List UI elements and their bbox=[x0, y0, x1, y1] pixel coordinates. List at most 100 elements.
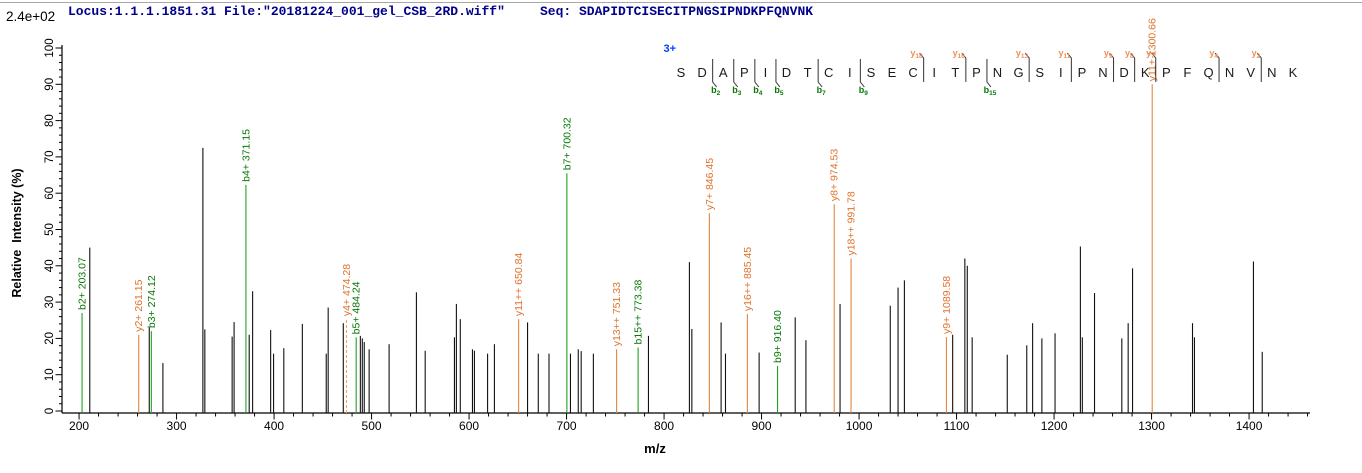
x-tick-label: 700 bbox=[557, 419, 577, 433]
y-cleavage-mark bbox=[1109, 52, 1115, 82]
y-tick-label: 90 bbox=[44, 78, 56, 91]
y-tick-label: 30 bbox=[44, 296, 56, 309]
x-tick-label: 300 bbox=[167, 419, 187, 433]
x-tick-label: 200 bbox=[69, 419, 89, 433]
peak-label: y7+ 846.45 bbox=[704, 158, 716, 210]
b-cleavage-mark bbox=[712, 59, 718, 88]
peak-label: b4+ 371.15 bbox=[240, 129, 252, 182]
y-cleavage-mark bbox=[1151, 52, 1157, 82]
sequence-letter: C bbox=[824, 65, 833, 80]
peak-label: y11++ 650.84 bbox=[513, 253, 525, 317]
y-ion-tag: y9 bbox=[1104, 48, 1113, 60]
x-tick-label: 900 bbox=[752, 419, 772, 433]
sequence-letter: N bbox=[1267, 65, 1276, 80]
x-tick-label: 600 bbox=[459, 419, 479, 433]
y-ion-tag: y11 bbox=[1058, 48, 1070, 60]
sequence-letter: N bbox=[1098, 65, 1107, 80]
peak-label: b2+ 203.07 bbox=[77, 257, 89, 310]
sequence-letter: Q bbox=[1203, 65, 1213, 80]
intensity-scale-label: 2.4e+02 bbox=[6, 9, 56, 24]
sequence-letter: I bbox=[848, 65, 852, 80]
b-ion-tag: b3 bbox=[732, 85, 742, 97]
y-tick-label: 60 bbox=[44, 187, 56, 200]
peak-label: y9+ 1089.58 bbox=[941, 276, 953, 334]
sequence-letter: D bbox=[697, 65, 706, 80]
x-tick-label: 800 bbox=[654, 419, 674, 433]
sequence-letter: C bbox=[908, 65, 917, 80]
sequence-letter: P bbox=[1162, 65, 1171, 80]
sequence-letter: T bbox=[951, 65, 959, 80]
y-cleavage-mark bbox=[1066, 52, 1072, 82]
b-cleavage-mark bbox=[859, 59, 865, 88]
y-tick-label: 100 bbox=[44, 38, 56, 57]
peak-label: y13++ 751.33 bbox=[611, 282, 623, 346]
y-cleavage-mark bbox=[961, 52, 967, 82]
y-ion-tag: y16 bbox=[953, 48, 966, 60]
sequence-letter: D bbox=[1119, 65, 1128, 80]
sequence-letter: I bbox=[1059, 65, 1063, 80]
sequence-letter: A bbox=[719, 65, 728, 80]
x-tick-label: 500 bbox=[362, 419, 382, 433]
b-ion-tag: b4 bbox=[753, 85, 763, 97]
y-ion-tag: y18 bbox=[910, 48, 923, 60]
sequence-letter: F bbox=[1183, 65, 1191, 80]
y-tick-label: 10 bbox=[44, 368, 56, 381]
sequence-letter: G bbox=[1014, 65, 1024, 80]
sequence-letter: P bbox=[1078, 65, 1087, 80]
b-cleavage-mark bbox=[775, 59, 781, 88]
peak-label: y16++ 885.45 bbox=[742, 247, 754, 311]
y-tick-label: 20 bbox=[44, 332, 56, 345]
sequence-header: Seq: SDAPIDTCISECITPNGSIPNDKPFQNVNK bbox=[540, 4, 814, 19]
b-cleavage-mark bbox=[754, 59, 760, 88]
y-tick-label: 40 bbox=[44, 259, 56, 272]
peak-label: b5+ 484.24 bbox=[351, 281, 363, 334]
peak-label: y4+ 474.28 bbox=[341, 264, 353, 316]
y-ion-tag: y7 bbox=[1146, 48, 1155, 60]
sequence-letter: V bbox=[1246, 65, 1255, 80]
y-ion-tag: y4 bbox=[1209, 48, 1218, 60]
peak-label: y2+ 261.15 bbox=[133, 279, 145, 331]
x-tick-label: 1200 bbox=[1041, 419, 1068, 433]
peak-label: y8+ 974.53 bbox=[829, 149, 841, 201]
x-tick-label: 400 bbox=[264, 419, 284, 433]
peak-label: b7+ 700.32 bbox=[561, 117, 573, 170]
x-tick-label: 1100 bbox=[944, 419, 970, 433]
b-ion-tag: b5 bbox=[774, 85, 784, 97]
y-cleavage-mark bbox=[1130, 52, 1136, 82]
y-tick-label: 50 bbox=[44, 223, 56, 236]
sequence-letter: E bbox=[888, 65, 897, 80]
sequence-letter: T bbox=[804, 65, 812, 80]
sequence-letter: P bbox=[972, 65, 981, 80]
b-ion-tag: b7 bbox=[817, 85, 827, 97]
x-tick-label: 1400 bbox=[1236, 419, 1263, 433]
b-ion-tag: b2 bbox=[711, 85, 721, 97]
y-cleavage-mark bbox=[1024, 52, 1030, 82]
b-cleavage-mark bbox=[733, 59, 739, 88]
x-tick-label: 1300 bbox=[1138, 419, 1165, 433]
x-tick-label: 1000 bbox=[846, 419, 873, 433]
b-ion-tag: b9 bbox=[859, 85, 869, 97]
window-top-border bbox=[0, 2, 1362, 3]
sequence-letter: K bbox=[1141, 65, 1150, 80]
sequence-letter: N bbox=[993, 65, 1002, 80]
sequence-letter: S bbox=[677, 65, 686, 80]
y-ion-tag: y2 bbox=[1252, 48, 1261, 60]
y-tick-label: 80 bbox=[44, 114, 56, 127]
y-ion-tag: y8 bbox=[1125, 48, 1134, 60]
locus-file-header: Locus:1.1.1.1851.31 File:"20181224_001_g… bbox=[68, 4, 505, 19]
peak-label: b15++ 773.38 bbox=[633, 279, 645, 344]
sequence-letter: K bbox=[1289, 65, 1298, 80]
sequence-letter: S bbox=[1035, 65, 1044, 80]
sequence-letter: S bbox=[867, 65, 876, 80]
sequence-letter: I bbox=[932, 65, 936, 80]
peak-label: b3+ 274.12 bbox=[146, 275, 158, 328]
sequence-letter: D bbox=[782, 65, 791, 80]
y-cleavage-mark bbox=[1256, 52, 1262, 82]
b-ion-tag: b15 bbox=[984, 85, 997, 97]
x-axis-title: m/z bbox=[644, 441, 666, 456]
y-cleavage-mark bbox=[1214, 52, 1220, 82]
precursor-charge-label: 3+ bbox=[663, 43, 676, 55]
b-cleavage-mark bbox=[986, 59, 992, 88]
